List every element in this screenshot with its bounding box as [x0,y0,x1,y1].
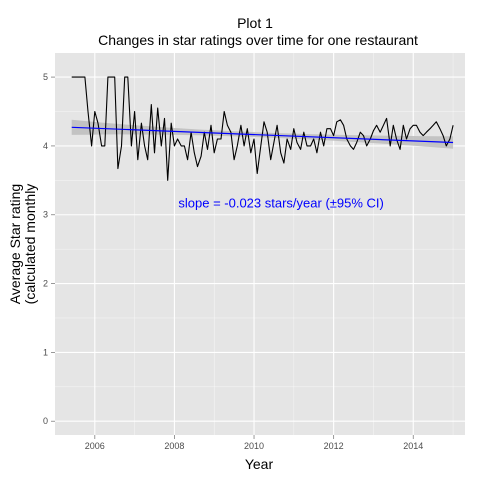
slope-annotation: slope = -0.023 stars/year (±95% CI) [178,195,383,210]
x-tick-label: 2006 [85,441,105,451]
y-tick-label: 4 [43,141,48,151]
x-axis-title: Year [245,456,274,472]
y-tick-label: 2 [43,279,48,289]
series-layer [71,76,454,181]
y-axis: 0 1 2 3 4 5 [43,72,55,426]
x-axis: 2006 2008 2010 2012 2014 [85,435,423,451]
x-tick-label: 2012 [324,441,344,451]
chart-subtitle: Changes in star ratings over time for on… [98,32,418,48]
y-tick-label: 1 [43,347,48,357]
series-line [71,76,454,181]
trend-layer [71,126,454,144]
x-tick-label: 2010 [244,441,264,451]
plot-panel [55,53,465,435]
x-tick-label: 2014 [403,441,423,451]
y-axis-title-line1: Average Star rating [7,184,23,304]
trend-line [71,126,454,144]
y-axis-title-line2: (calculated monthly [22,184,38,305]
y-tick-label: 5 [43,72,48,82]
chart-title: Plot 1 [237,15,273,31]
y-tick-label: 3 [43,210,48,220]
x-tick-label: 2008 [164,441,184,451]
y-tick-label: 0 [43,416,48,426]
